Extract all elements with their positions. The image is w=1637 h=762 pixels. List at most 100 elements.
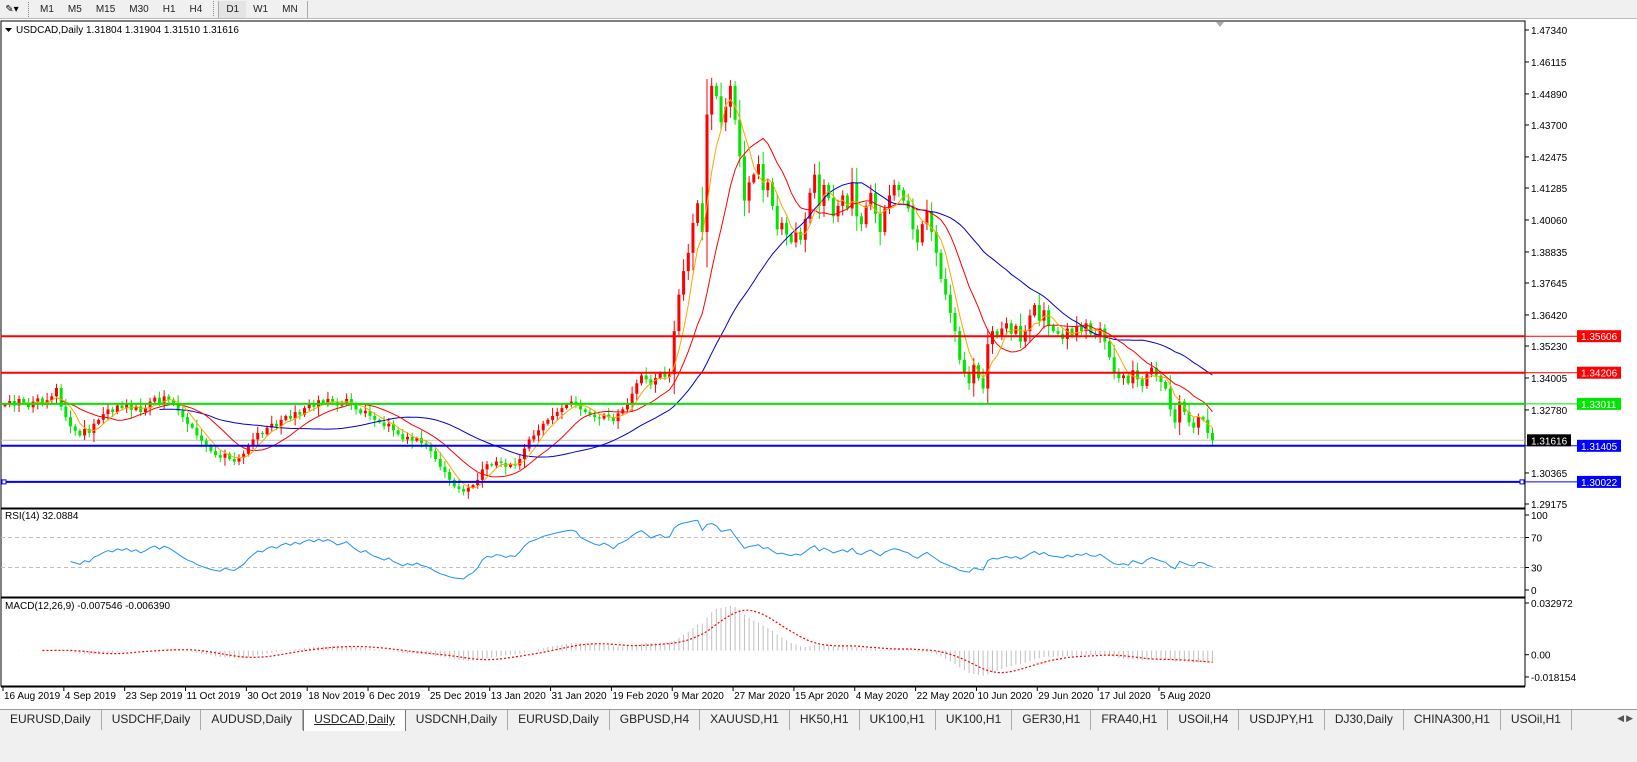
candle-body bbox=[799, 231, 803, 240]
candle-body bbox=[1051, 325, 1055, 332]
chart-tab[interactable]: USDJPY,H1 bbox=[1239, 710, 1325, 730]
candle-body bbox=[499, 461, 503, 463]
candle-body bbox=[546, 419, 550, 424]
candle-body bbox=[17, 398, 21, 406]
candle-body bbox=[668, 374, 672, 377]
candle-body bbox=[873, 192, 877, 214]
candle-body bbox=[143, 408, 147, 413]
candle-body bbox=[1196, 417, 1200, 428]
candle-body bbox=[1000, 328, 1004, 337]
chart-window[interactable]: USDCAD,Daily 1.31804 1.31904 1.31510 1.31… bbox=[0, 19, 1637, 709]
macd-tick-label: 0.00 bbox=[1531, 651, 1551, 662]
candle-body bbox=[256, 432, 260, 440]
candle-body bbox=[621, 409, 625, 414]
chart-tab[interactable]: USDCHF,Daily bbox=[102, 710, 202, 730]
candle-body bbox=[705, 114, 709, 232]
chart-tab[interactable]: UK100,H1 bbox=[936, 710, 1013, 730]
dropdown-triangle-icon bbox=[5, 28, 12, 32]
date-tick-label: 22 May 2020 bbox=[917, 691, 975, 702]
chart-tab[interactable]: XAUUSD,H1 bbox=[700, 710, 790, 730]
drawing-tools-icon[interactable]: ✎▾ bbox=[5, 3, 19, 15]
chart-tab[interactable]: GER30,H1 bbox=[1012, 710, 1092, 730]
timeframe-d1-button[interactable]: D1 bbox=[218, 0, 247, 18]
timeframe-m30-button[interactable]: M30 bbox=[129, 3, 149, 15]
candle-body bbox=[611, 417, 615, 422]
timeframe-h1-button[interactable]: H1 bbox=[162, 3, 176, 15]
timeframe-m1-button[interactable]: M1 bbox=[40, 3, 54, 15]
candle-body bbox=[485, 464, 489, 470]
tab-scroll-left-icon[interactable]: ◀ bbox=[1617, 713, 1625, 723]
level-price-tag bbox=[1577, 439, 1621, 452]
candle-body bbox=[677, 294, 681, 332]
date-tick-label: 31 Jan 2020 bbox=[552, 691, 607, 702]
chart-tab[interactable]: UK100,H1 bbox=[860, 710, 936, 730]
candle-body bbox=[813, 174, 817, 193]
chart-tab[interactable]: USOil,H1 bbox=[1501, 710, 1572, 730]
price-tick-label: 1.36420 bbox=[1531, 311, 1568, 322]
rsi-tick-label: 0 bbox=[1531, 586, 1537, 597]
tab-scroll-arrows[interactable]: ◀ ▶ bbox=[1613, 710, 1637, 727]
timeframe-m5-button[interactable]: M5 bbox=[67, 3, 82, 15]
candle-body bbox=[36, 398, 40, 402]
chart-tab[interactable]: FRA40,H1 bbox=[1091, 710, 1169, 730]
chart-tab[interactable]: USOil,H4 bbox=[1168, 710, 1240, 730]
chart-tab[interactable]: GBPUSD,H4 bbox=[610, 710, 701, 730]
candle-body bbox=[26, 402, 30, 408]
chart-tab[interactable]: EURUSD,Daily bbox=[508, 710, 610, 730]
chart-tab[interactable]: DJ30,Daily bbox=[1325, 710, 1404, 730]
date-tick-label: 4 Sep 2019 bbox=[65, 691, 117, 702]
candle-body bbox=[902, 190, 906, 201]
candle-body bbox=[508, 464, 512, 467]
candle-body bbox=[50, 396, 54, 401]
candle-body bbox=[1089, 323, 1093, 334]
chart-tab[interactable]: CHINA300,H1 bbox=[1404, 710, 1501, 730]
candle-body bbox=[1112, 357, 1116, 373]
toolbar-divider bbox=[306, 0, 308, 18]
candle-body bbox=[209, 445, 213, 452]
moving-average-mid bbox=[61, 137, 1213, 478]
candle-body bbox=[69, 417, 73, 427]
candle-body bbox=[457, 486, 461, 489]
price-tick-label: 1.41285 bbox=[1531, 184, 1568, 195]
candle-body bbox=[78, 430, 82, 436]
chart-tab[interactable]: USDCNH,Daily bbox=[406, 710, 509, 730]
timeframe-h4-button[interactable]: H4 bbox=[189, 3, 203, 15]
candle-body bbox=[696, 203, 700, 223]
candle-body bbox=[373, 415, 377, 420]
timeframe-w1-button[interactable]: W1 bbox=[253, 3, 269, 15]
level-handle-icon bbox=[1, 479, 7, 485]
chart-tab[interactable]: AUDUSD,Daily bbox=[201, 710, 304, 730]
moving-average-slow bbox=[159, 182, 1213, 458]
candle-body bbox=[171, 399, 175, 405]
candle-body bbox=[1065, 328, 1069, 339]
candle-body bbox=[794, 231, 798, 243]
chart-tab[interactable]: HK50,H1 bbox=[790, 710, 860, 730]
timeframe-m15-button[interactable]: M15 bbox=[95, 3, 116, 15]
candle-body bbox=[658, 372, 662, 379]
rsi-tick-label: 70 bbox=[1531, 534, 1543, 545]
candle-body bbox=[1037, 305, 1041, 321]
candle-body bbox=[532, 435, 536, 440]
date-tick-label: 16 Aug 2019 bbox=[4, 691, 61, 702]
level-price-tag bbox=[1577, 366, 1621, 379]
chart-tab[interactable]: USDCAD,Daily bbox=[303, 710, 406, 732]
candle-body bbox=[845, 195, 849, 209]
candle-body bbox=[878, 213, 882, 232]
date-tick-label: 4 May 2020 bbox=[856, 691, 909, 702]
timeframe-mn-button[interactable]: MN bbox=[282, 3, 298, 15]
level-price-tag bbox=[1577, 475, 1621, 488]
candle-body bbox=[303, 408, 307, 415]
chart-tab[interactable]: EURUSD,Daily bbox=[0, 710, 102, 730]
candle-body bbox=[1168, 388, 1172, 410]
candle-body bbox=[438, 458, 442, 467]
candle-body bbox=[1210, 432, 1214, 441]
candle-body bbox=[948, 294, 952, 313]
candle-body bbox=[237, 457, 241, 462]
date-tick-label: 27 Mar 2020 bbox=[734, 691, 791, 702]
price-tick-label: 1.47340 bbox=[1531, 26, 1568, 37]
candle-body bbox=[892, 184, 896, 196]
tab-scroll-right-icon[interactable]: ▶ bbox=[1626, 713, 1633, 723]
candle-body bbox=[855, 182, 859, 217]
candle-body bbox=[415, 438, 419, 441]
candle-body bbox=[176, 404, 180, 411]
